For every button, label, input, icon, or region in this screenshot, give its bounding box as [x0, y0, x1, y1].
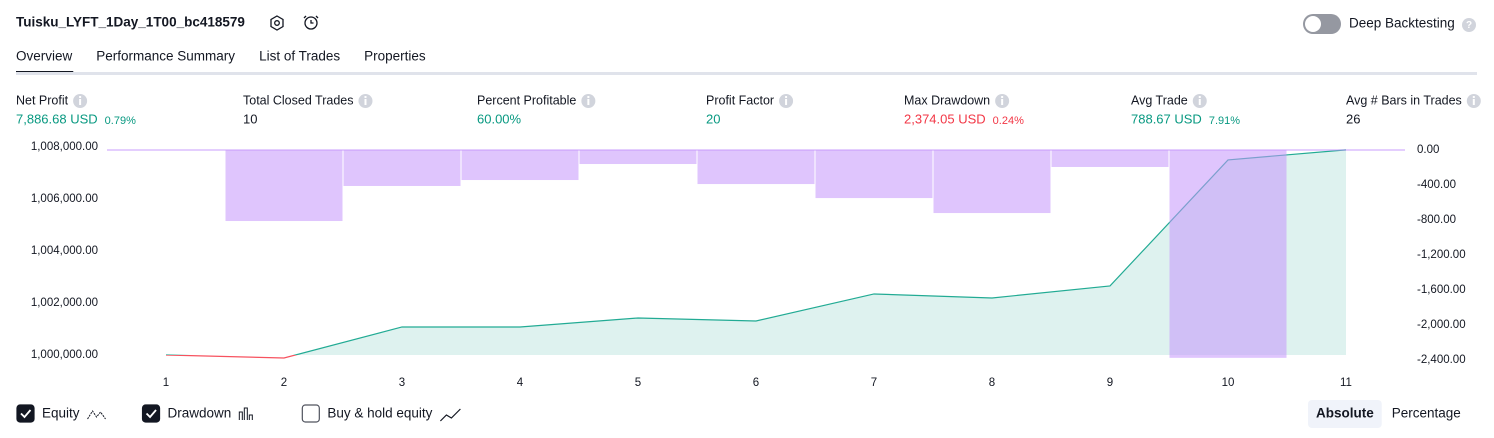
settings-icon[interactable] — [270, 15, 284, 31]
drawdown-bar — [225, 150, 343, 222]
equity-line — [165, 149, 1347, 359]
y-tick-label: 1,000,000.00 — [31, 349, 98, 361]
metric-label: Total Closed Trades — [243, 93, 353, 107]
info-glyph-dot — [785, 96, 788, 98]
equity-area — [166, 149, 1346, 355]
metric-label: Percent Profitable — [477, 93, 576, 107]
info-glyph-bar — [587, 99, 590, 105]
metric-label: Avg Trade — [1131, 93, 1188, 107]
metric-label: Net Profit — [16, 93, 69, 107]
tab[interactable]: Overview — [16, 49, 73, 64]
metric-value: 788.67 USD — [1131, 111, 1202, 126]
checkbox[interactable] — [301, 404, 320, 423]
x-tick-label: 11 — [1340, 377, 1352, 389]
x-tick-label: 7 — [871, 377, 877, 389]
scale-mode-label[interactable]: Percentage — [1392, 406, 1461, 421]
metric-percent: 7.91% — [1209, 115, 1240, 127]
y2-tick-label: -1,200.00 — [1417, 249, 1466, 261]
x-tick-label: 4 — [517, 377, 524, 389]
deep-backtesting-toggle[interactable] — [1303, 14, 1341, 34]
y-tick-label: 1,008,000.00 — [31, 141, 98, 153]
metric-value: 7,886.68 USD — [16, 111, 98, 126]
legend-label: Buy & hold equity — [327, 406, 432, 421]
metric-label: Max Drawdown — [904, 93, 990, 107]
checkmark — [20, 409, 32, 419]
strategy-title: Tuisku_LYFT_1Day_1T00_bc418579 — [16, 15, 245, 30]
scale-mode-button[interactable] — [1308, 400, 1382, 428]
x-tick-label: 5 — [635, 377, 641, 389]
y2-tick-label: -1,600.00 — [1417, 284, 1466, 296]
checkbox[interactable] — [16, 404, 35, 423]
metric-value: 20 — [706, 111, 720, 126]
info-glyph-dot — [364, 96, 367, 98]
y-tick-label: 1,002,000.00 — [31, 297, 98, 309]
metric-value: 2,374.05 USD — [904, 111, 986, 126]
help-icon[interactable]: ? — [1462, 18, 1476, 32]
info-glyph-bar — [79, 99, 82, 105]
y2-tick-label: 0.00 — [1417, 144, 1439, 156]
checkmark — [145, 409, 157, 419]
tab[interactable]: Properties — [364, 49, 426, 64]
equity-icon — [87, 410, 106, 420]
info-glyph-bar — [364, 99, 367, 105]
info-glyph-bar — [1472, 99, 1475, 105]
drawdown-bar — [697, 150, 815, 185]
info-glyph-dot — [1001, 96, 1004, 98]
metric-value: 10 — [243, 111, 257, 126]
drawdown-bar — [343, 150, 461, 186]
buy-hold-icon — [439, 408, 461, 422]
alert-icon[interactable] — [303, 15, 319, 30]
info-glyph-bar — [1198, 99, 1201, 105]
x-tick-label: 8 — [989, 377, 995, 389]
legend-label: Drawdown — [168, 406, 232, 421]
svg-text:?: ? — [1466, 20, 1472, 31]
info-glyph-dot — [587, 96, 590, 98]
x-tick-label: 6 — [753, 377, 759, 389]
tab[interactable]: List of Trades — [259, 49, 340, 64]
drawdown-bar — [461, 150, 579, 181]
y2-tick-label: -800.00 — [1417, 214, 1456, 226]
y-tick-label: 1,004,000.00 — [31, 245, 98, 257]
scale-mode-label[interactable]: Absolute — [1316, 406, 1374, 421]
y-tick-label: 1,006,000.00 — [31, 193, 98, 205]
drawdown-bar — [579, 150, 697, 165]
drawdown-bar — [815, 150, 933, 199]
drawdown-bar — [1169, 150, 1287, 358]
info-glyph-bar — [785, 99, 788, 105]
metric-label: Avg # Bars in Trades — [1346, 93, 1462, 107]
x-tick-label: 1 — [163, 377, 169, 389]
drawdown-icon — [238, 407, 253, 420]
drawdown-bar — [1051, 150, 1169, 167]
metric-label: Profit Factor — [706, 93, 774, 107]
metric-value: 26 — [1346, 111, 1360, 126]
legend-label: Equity — [42, 406, 80, 421]
metric-value: 60.00% — [477, 111, 522, 126]
x-tick-label: 2 — [281, 377, 287, 389]
info-glyph-bar — [1001, 99, 1004, 105]
info-glyph-dot — [1198, 96, 1201, 98]
y2-tick-label: -2,400.00 — [1417, 354, 1466, 366]
toggle-label: Deep Backtesting — [1349, 16, 1455, 31]
x-tick-label: 9 — [1107, 377, 1113, 389]
checkbox[interactable] — [141, 404, 161, 423]
info-glyph-dot — [79, 96, 82, 98]
y2-tick-label: -2,000.00 — [1417, 319, 1466, 331]
y2-tick-label: -400.00 — [1417, 179, 1456, 191]
metric-percent: 0.24% — [993, 115, 1024, 127]
tab[interactable]: Performance Summary — [96, 49, 235, 64]
x-tick-label: 10 — [1222, 377, 1235, 389]
metric-percent: 0.79% — [105, 115, 136, 127]
drawdown-bar — [933, 150, 1051, 214]
info-glyph-dot — [1472, 96, 1475, 98]
x-tick-label: 3 — [399, 377, 405, 389]
